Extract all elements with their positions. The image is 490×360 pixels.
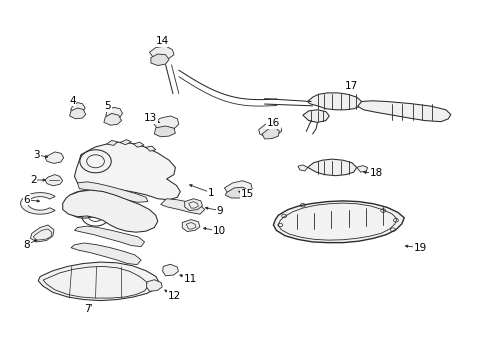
Text: 5: 5 bbox=[104, 101, 111, 111]
Polygon shape bbox=[153, 116, 179, 130]
Polygon shape bbox=[45, 175, 63, 186]
Polygon shape bbox=[74, 226, 145, 247]
Polygon shape bbox=[38, 262, 159, 301]
Polygon shape bbox=[151, 54, 169, 66]
Polygon shape bbox=[106, 107, 122, 119]
Text: 12: 12 bbox=[167, 291, 181, 301]
Text: 8: 8 bbox=[24, 240, 30, 250]
Text: 18: 18 bbox=[369, 168, 383, 178]
Text: 1: 1 bbox=[207, 188, 214, 198]
Polygon shape bbox=[154, 126, 175, 137]
Polygon shape bbox=[104, 113, 122, 125]
Polygon shape bbox=[163, 264, 178, 276]
Text: 7: 7 bbox=[84, 304, 91, 314]
Polygon shape bbox=[133, 142, 144, 147]
Polygon shape bbox=[273, 201, 404, 243]
Text: 15: 15 bbox=[241, 189, 254, 199]
Text: 13: 13 bbox=[144, 113, 158, 123]
Text: 10: 10 bbox=[213, 226, 226, 236]
Polygon shape bbox=[308, 159, 357, 176]
Polygon shape bbox=[71, 103, 85, 112]
Polygon shape bbox=[308, 93, 362, 110]
Text: 6: 6 bbox=[24, 195, 30, 205]
Text: 4: 4 bbox=[69, 96, 76, 106]
Polygon shape bbox=[303, 110, 329, 122]
Text: 9: 9 bbox=[216, 206, 223, 216]
Polygon shape bbox=[161, 199, 205, 214]
Polygon shape bbox=[259, 122, 282, 138]
Polygon shape bbox=[77, 182, 148, 202]
Text: 11: 11 bbox=[183, 274, 197, 284]
Text: 3: 3 bbox=[33, 150, 40, 160]
Polygon shape bbox=[70, 108, 86, 119]
Polygon shape bbox=[298, 165, 308, 171]
Polygon shape bbox=[45, 152, 64, 163]
Text: 16: 16 bbox=[267, 118, 280, 128]
Polygon shape bbox=[358, 101, 451, 122]
Polygon shape bbox=[107, 140, 118, 145]
Polygon shape bbox=[147, 280, 162, 291]
Polygon shape bbox=[149, 46, 174, 59]
Polygon shape bbox=[357, 166, 368, 172]
Polygon shape bbox=[185, 199, 202, 211]
Polygon shape bbox=[146, 146, 156, 151]
Text: 14: 14 bbox=[156, 36, 170, 46]
Polygon shape bbox=[21, 193, 55, 214]
Polygon shape bbox=[63, 190, 158, 232]
Text: 2: 2 bbox=[30, 175, 37, 185]
Text: 19: 19 bbox=[414, 243, 427, 253]
Polygon shape bbox=[182, 220, 200, 231]
Polygon shape bbox=[71, 243, 141, 265]
Polygon shape bbox=[224, 181, 252, 195]
Polygon shape bbox=[120, 140, 131, 145]
Polygon shape bbox=[262, 128, 279, 139]
Polygon shape bbox=[30, 225, 54, 242]
Text: 17: 17 bbox=[345, 81, 359, 91]
Polygon shape bbox=[74, 142, 180, 200]
Polygon shape bbox=[225, 187, 249, 198]
